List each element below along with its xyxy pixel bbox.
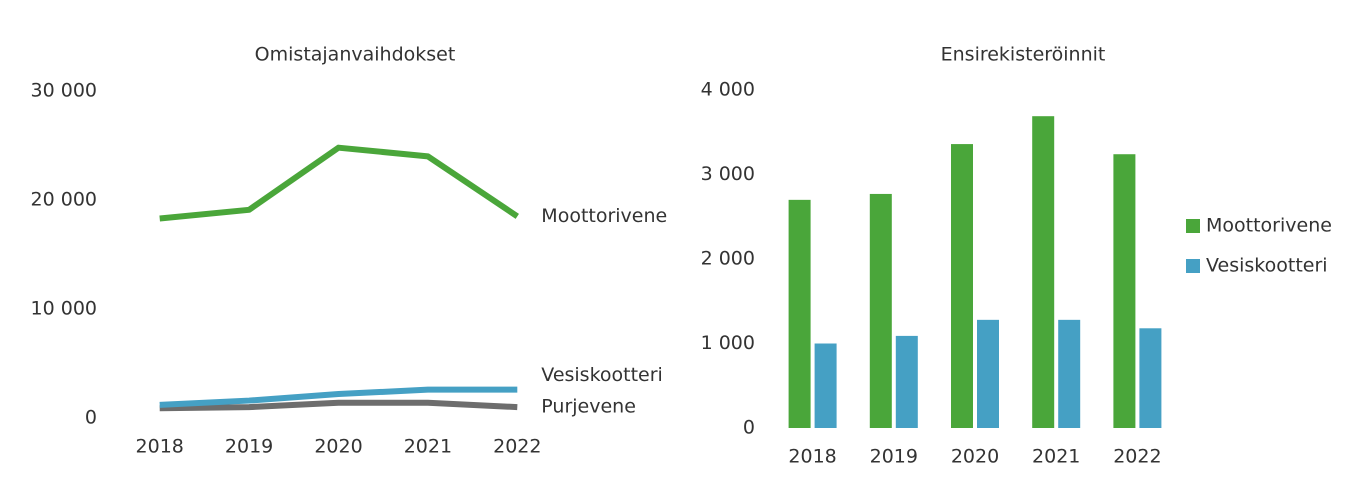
y-tick-label: 10 000: [31, 298, 97, 320]
y-tick-label: 3 000: [701, 163, 755, 185]
series-label: Vesiskootteri: [541, 364, 663, 386]
x-tick-label: 2020: [314, 436, 362, 458]
x-tick-label: 2020: [951, 446, 999, 468]
bar: [1113, 154, 1136, 428]
y-tick-label: 0: [743, 417, 755, 439]
line: [159, 386, 518, 408]
bar: [895, 335, 918, 428]
chart-title: Ensirekisteröinnit: [941, 44, 1106, 66]
x-tick-label: 2022: [493, 436, 541, 458]
chart-title: Omistajanvaihdokset: [255, 44, 456, 66]
series-label: Purjevene: [541, 396, 636, 418]
x-tick-label: 2021: [404, 436, 452, 458]
bar: [788, 199, 811, 428]
y-tick-label: 1 000: [701, 332, 755, 354]
y-tick-label: 30 000: [31, 80, 97, 102]
bar: [1032, 116, 1055, 428]
series-label: Moottorivene: [541, 205, 667, 227]
x-tick-label: 2019: [870, 446, 918, 468]
legend-swatch: [1186, 259, 1200, 273]
y-tick-label: 0: [85, 407, 97, 429]
x-tick-label: 2018: [136, 436, 184, 458]
y-tick-label: 20 000: [31, 189, 97, 211]
y-tick-label: 2 000: [701, 248, 755, 270]
y-tick-label: 4 000: [701, 79, 755, 101]
legend-swatch: [1186, 219, 1200, 233]
line: [159, 399, 518, 412]
x-tick-label: 2019: [225, 436, 273, 458]
bar: [869, 193, 892, 428]
bar: [951, 144, 973, 428]
bar: [814, 343, 837, 428]
legend-label: Vesiskootteri: [1206, 255, 1328, 277]
line: [159, 144, 519, 222]
bar: [977, 319, 999, 428]
legend-label: Moottorivene: [1206, 215, 1332, 237]
bar: [1139, 328, 1162, 428]
x-tick-label: 2021: [1032, 446, 1080, 468]
x-tick-label: 2018: [788, 446, 836, 468]
bar: [1058, 319, 1081, 428]
x-tick-label: 2022: [1113, 446, 1161, 468]
